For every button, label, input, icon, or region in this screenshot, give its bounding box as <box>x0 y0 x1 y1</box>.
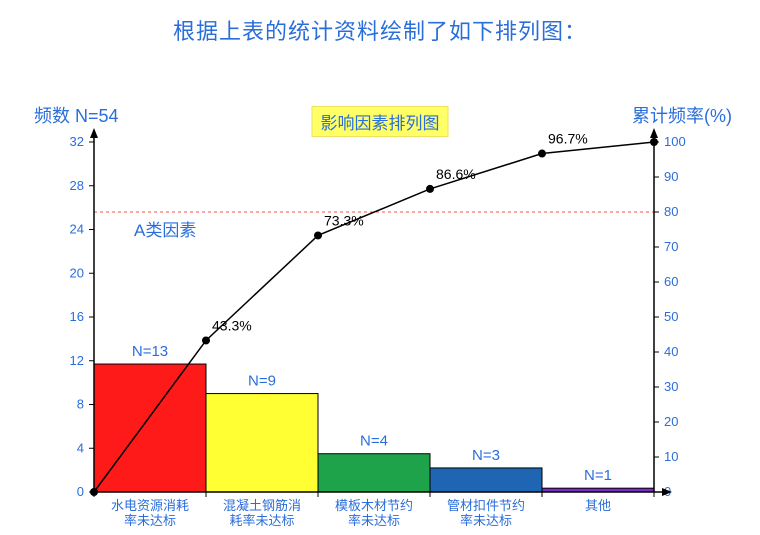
y-left-tick: 0 <box>77 484 84 499</box>
bar <box>94 364 206 492</box>
y-left-tick: 12 <box>70 353 84 368</box>
y-left-label: 频数 N=54 <box>34 102 119 128</box>
y-right-tick: 50 <box>664 309 678 324</box>
x-tick-label: 水电资源消耗 <box>111 498 189 513</box>
x-tick-label: 率未达标 <box>124 513 176 526</box>
cumulative-point <box>426 185 434 193</box>
a-class-label: A类因素 <box>134 216 196 241</box>
bar <box>318 454 430 492</box>
chart-container: 影响因素排列图 频数 N=54 累计频率(%) A类因素 N=13水电资源消耗率… <box>0 46 760 526</box>
page-title: 根据上表的统计资料绘制了如下排列图： <box>0 0 760 46</box>
bar-n-label: N=1 <box>584 467 612 484</box>
y-left-tick: 24 <box>70 222 84 237</box>
cumulative-label: 43.3% <box>212 317 252 333</box>
cumulative-label: 73.3% <box>324 212 364 228</box>
y-left-tick: 28 <box>70 178 84 193</box>
cumulative-label: 86.6% <box>436 166 476 182</box>
bar-n-label: N=13 <box>132 343 168 360</box>
y-right-tick: 90 <box>664 169 678 184</box>
x-tick-label: 混凝土钢筋消 <box>223 498 301 513</box>
chart-subtitle: 影响因素排列图 <box>312 106 449 137</box>
cumulative-label: 96.7% <box>548 131 588 147</box>
cumulative-point <box>314 231 322 239</box>
y-right-tick: 10 <box>664 449 678 464</box>
y-left-tick: 4 <box>77 440 84 455</box>
y-right-tick: 60 <box>664 274 678 289</box>
y-right-tick: 30 <box>664 379 678 394</box>
y-right-tick: 80 <box>664 204 678 219</box>
y-right-tick: 70 <box>664 239 678 254</box>
bar-n-label: N=3 <box>472 447 500 464</box>
y-right-tick: 100 <box>664 134 686 149</box>
y-right-tick: 40 <box>664 344 678 359</box>
cumulative-point <box>538 150 546 158</box>
y-right-tick: 20 <box>664 414 678 429</box>
y-left-tick: 16 <box>70 309 84 324</box>
y-left-tick: 8 <box>77 397 84 412</box>
x-tick-label: 率未达标 <box>460 513 512 526</box>
x-tick-label: 模板木材节约 <box>335 498 413 513</box>
bar-n-label: N=9 <box>248 373 276 390</box>
bar-n-label: N=4 <box>360 433 388 450</box>
bar <box>430 468 542 492</box>
y-left-tick: 20 <box>70 265 84 280</box>
x-tick-label: 率未达标 <box>348 513 400 526</box>
x-tick-label: 其他 <box>585 498 611 513</box>
y-left-tick: 32 <box>70 134 84 149</box>
x-tick-label: 管材扣件节约 <box>447 498 525 513</box>
bar <box>206 394 318 492</box>
x-tick-label: 耗率未达标 <box>229 513 294 526</box>
y-right-label: 累计频率(%) <box>632 102 732 128</box>
